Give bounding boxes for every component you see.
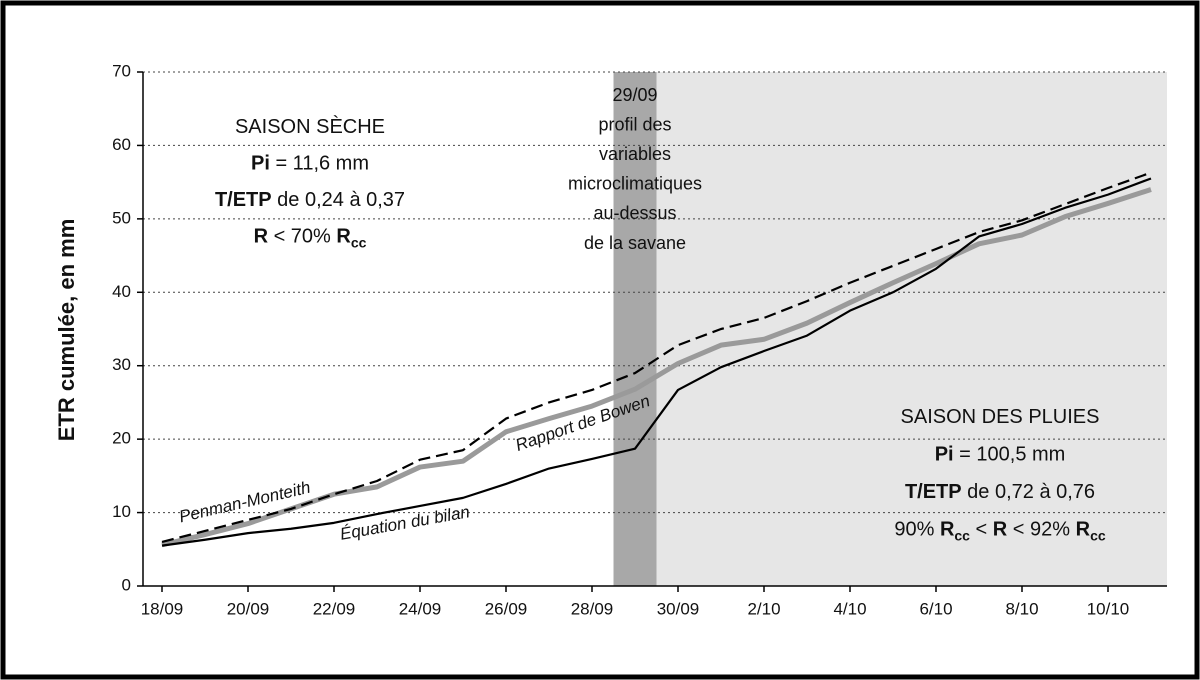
season-note: Pi = 11,6 mm: [251, 153, 369, 175]
y-tick-label: 10: [112, 502, 131, 521]
season-note: T/ETP de 0,24 à 0,37: [215, 189, 405, 211]
x-tick-label: 22/09: [313, 599, 356, 618]
season-note-part: = 11,6 mm: [270, 153, 369, 175]
season-note-part: 90%: [894, 519, 940, 541]
x-tick-label: 20/09: [227, 599, 270, 618]
season-note-part: Pi: [251, 153, 270, 175]
season-note-part: Pi: [935, 444, 954, 466]
series-line: [161, 171, 1152, 544]
season-note-part: R: [993, 519, 1008, 541]
x-tick-label: 4/10: [833, 599, 866, 618]
x-tick-label: 18/09: [141, 599, 184, 618]
season-note-part: <: [970, 519, 993, 541]
x-tick-label: 2/10: [747, 599, 780, 618]
season-note-part: cc: [351, 234, 367, 250]
y-tick-label: 20: [112, 429, 131, 448]
season-note: SAISON DES PLUIES: [901, 406, 1100, 428]
band-note: 29/09: [612, 85, 657, 105]
season-note: T/ETP de 0,72 à 0,76: [905, 481, 1095, 503]
season-note-part: T/ETP: [215, 189, 272, 211]
x-tick-label: 8/10: [1005, 599, 1038, 618]
x-tick-label: 30/09: [657, 599, 700, 618]
band-note: profil des: [598, 114, 671, 134]
season-note: R < 70% Rcc: [254, 226, 367, 250]
band-note: variables: [599, 144, 671, 164]
x-tick-label: 28/09: [571, 599, 614, 618]
y-axis-label: ETR cumulée, en mm: [54, 219, 79, 442]
season-note-part: de 0,24 à 0,37: [272, 189, 405, 211]
season-note-part: R: [1076, 519, 1091, 541]
season-note-part: < 92%: [1007, 519, 1075, 541]
rainy-season-area: [656, 72, 1167, 586]
season-note: Pi = 100,5 mm: [935, 444, 1066, 466]
season-note-part: SAISON SÈCHE: [235, 115, 385, 138]
y-tick-label: 40: [112, 282, 131, 301]
season-note-part: R: [336, 226, 351, 248]
series-line: [161, 177, 1152, 547]
x-tick-label: 26/09: [485, 599, 528, 618]
season-note-part: < 70%: [268, 226, 336, 248]
band-note: au-dessus: [593, 203, 676, 223]
band-note: de la savane: [584, 233, 686, 253]
season-note-part: R: [254, 226, 269, 248]
band-note: microclimatiques: [568, 174, 702, 194]
season-note-part: cc: [954, 527, 970, 543]
y-tick-label: 70: [112, 61, 131, 80]
x-tick-label: 6/10: [919, 599, 952, 618]
measurement-band: [613, 72, 657, 586]
season-note-part: de 0,72 à 0,76: [962, 481, 1095, 503]
y-tick-label: 60: [112, 135, 131, 154]
season-note-part: T/ETP: [905, 481, 962, 503]
season-note-part: = 100,5 mm: [954, 444, 1066, 466]
y-tick-label: 30: [112, 355, 131, 374]
season-note-part: cc: [1090, 527, 1106, 543]
season-note-part: SAISON DES PLUIES: [901, 406, 1100, 428]
season-note-part: R: [940, 519, 955, 541]
season-note: SAISON SÈCHE: [235, 115, 385, 138]
y-tick-label: 0: [122, 575, 131, 594]
y-tick-label: 50: [112, 208, 131, 227]
x-tick-label: 24/09: [399, 599, 442, 618]
x-tick-label: 10/10: [1087, 599, 1130, 618]
season-note: 90% Rcc < R < 92% Rcc: [894, 519, 1106, 543]
